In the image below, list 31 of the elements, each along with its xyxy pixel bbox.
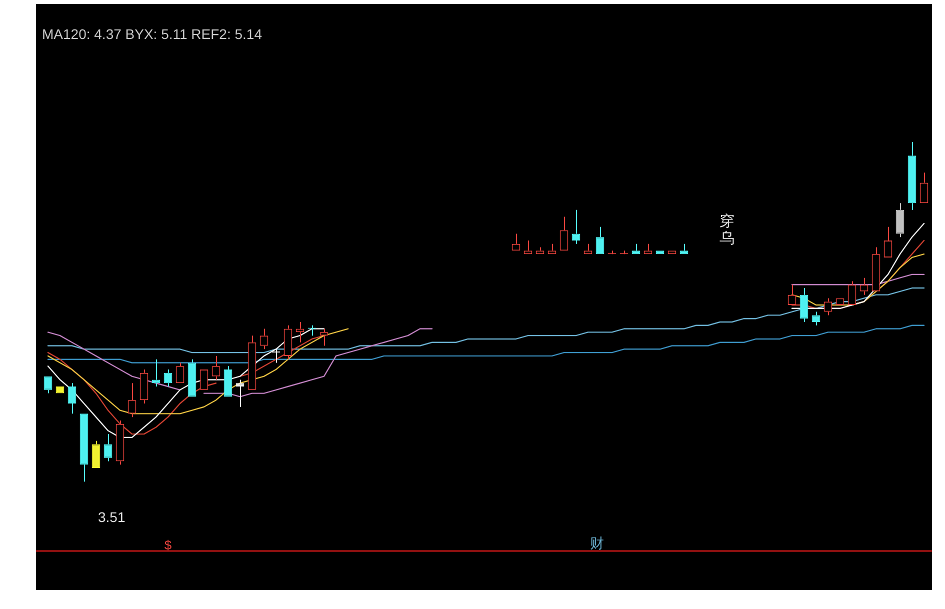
candlestick: [848, 280, 856, 306]
candlestick: [560, 216, 568, 251]
chart-subtitle: MA120: 4.37 BYX: 5.11 REF2: 5.14: [42, 26, 262, 42]
candlestick: [632, 243, 640, 254]
candlestick: [320, 328, 328, 346]
candlestick: [176, 362, 184, 384]
candlestick: [644, 243, 652, 254]
candlestick: [800, 288, 808, 322]
candlestick: [884, 226, 892, 258]
candlestick: [908, 142, 916, 210]
candlestick: [584, 243, 592, 254]
candlestick: [236, 379, 244, 408]
candlestick: [116, 420, 124, 466]
candlestick: [920, 172, 928, 204]
annotation: 穿乌: [720, 213, 734, 248]
candlestick: [872, 246, 880, 292]
candlestick: [152, 358, 160, 388]
candlestick: [140, 369, 148, 404]
candlestick: [548, 243, 556, 254]
text: 3.51: [98, 508, 126, 525]
candlestick: [224, 366, 232, 397]
candlestick: [80, 414, 88, 482]
candlestick: [596, 226, 604, 254]
candlestick: [680, 243, 688, 254]
candlestick: [68, 382, 76, 414]
candlestick: [248, 335, 256, 390]
candlestick: [284, 324, 292, 360]
text: 财: [590, 534, 604, 551]
text: $: [164, 538, 172, 553]
candlestick: [524, 240, 532, 254]
candlestick: [896, 202, 904, 238]
